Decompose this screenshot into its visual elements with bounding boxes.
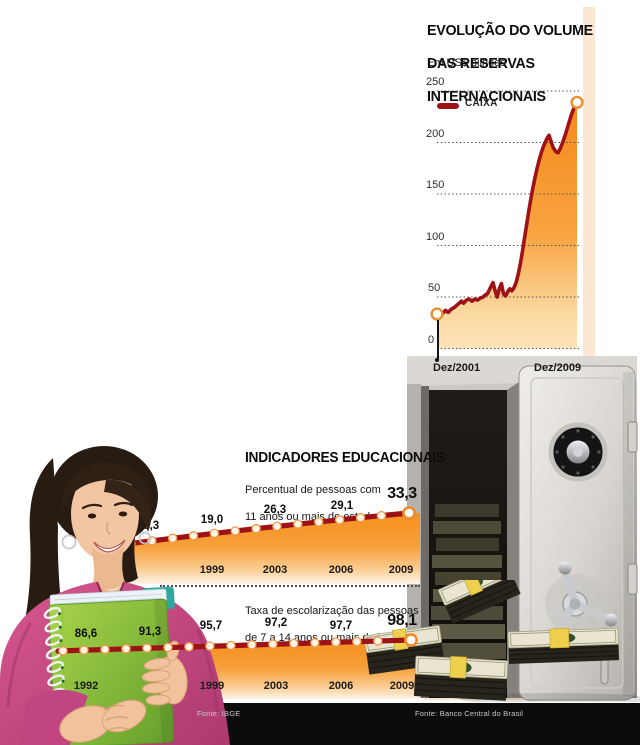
edu2-year-2006: 2006 <box>328 680 354 692</box>
reserves-chart-subtitle: Em US$ bilhões <box>427 57 506 69</box>
education-chart2-line <box>55 633 418 656</box>
x-label-dez2001: Dez/2001 <box>433 362 481 374</box>
source-banco-central: Fonte: Banco Central do Brasil <box>415 709 524 718</box>
edu1-value-1: 19,0 <box>200 514 224 526</box>
reserves-title-line1: EVOLUÇÃO DO VOLUME <box>427 21 593 39</box>
woman-eyes <box>87 511 128 519</box>
money-bundle <box>507 627 620 664</box>
edu2-year-2003: 2003 <box>263 680 289 692</box>
y-tick-250: 250 <box>426 76 445 88</box>
legend-swatch <box>437 103 459 109</box>
x-label-dez2009: Dez/2009 <box>534 362 582 374</box>
edu-chart1-title-line1: Percentual de pessoas com <box>245 483 381 496</box>
edu1-value-4: 33,3 <box>387 485 417 502</box>
edu1-year-2009: 2009 <box>388 564 414 576</box>
woman-bangs <box>61 462 153 510</box>
reserves-title-line3: INTERNACIONAIS <box>427 87 546 105</box>
source-ibge: Fonte: IBGE <box>197 709 241 718</box>
legend-caixa-label: CAIXA <box>465 98 498 109</box>
education-heading: INDICADORES EDUCACIONAIS <box>245 450 445 466</box>
vault-hinges <box>627 421 638 595</box>
charts-divider <box>160 585 420 587</box>
student-photo <box>0 446 230 745</box>
edu1-value-2: 26,3 <box>263 504 287 516</box>
y-tick-50: 50 <box>428 282 441 294</box>
y-tick-200: 200 <box>426 128 445 140</box>
y-tick-100: 100 <box>426 231 445 243</box>
hoop-earrings <box>61 531 152 550</box>
woman-neck <box>92 546 125 590</box>
edu-chart1-title: Percentual de pessoas com 11 anos ou mai… <box>245 470 381 524</box>
y-tick-150: 150 <box>426 179 445 191</box>
reserves-title-line2: DAS RESERVAS <box>427 54 535 72</box>
bottom-accent-line <box>424 697 595 700</box>
woman-crossed-hands <box>18 689 147 745</box>
start-callout-dot <box>435 358 439 362</box>
edu2-year-1999: 1999 <box>199 680 225 692</box>
wheel-handle <box>544 561 618 643</box>
edu-chart2-title-line1: Taxa de escolarização das pessoas <box>245 604 419 617</box>
money-bundle <box>413 655 509 701</box>
start-callout-line <box>437 320 439 359</box>
combination-dial <box>548 422 608 482</box>
edu-chart1-title-line2: 11 anos ou mais de estudo <box>245 510 377 523</box>
edu1-year-2003: 2003 <box>262 564 288 576</box>
money-bundle <box>438 580 521 624</box>
reserves-chart-title: EVOLUÇÃO DO VOLUME DAS RESERVAS INTERNAC… <box>427 6 598 105</box>
woman-smile <box>93 539 126 553</box>
edu2-year-1992: 1992 <box>73 680 99 692</box>
edu2-value-4: 97,7 <box>329 620 353 632</box>
edu2-year-2009: 2009 <box>389 680 415 692</box>
edu1-value-3: 29,1 <box>330 500 354 512</box>
edu2-value-1: 91,3 <box>138 626 162 638</box>
reserves-area-chart <box>430 90 584 349</box>
edu1-year-2006: 2006 <box>328 564 354 576</box>
edu2-value-2: 95,7 <box>199 620 223 632</box>
edu2-value-0: 86,6 <box>74 628 98 640</box>
edu2-value-3: 97,2 <box>264 617 288 629</box>
edu1-year-1999: 1999 <box>199 564 225 576</box>
y-tick-0: 0 <box>428 334 435 346</box>
edu2-value-5: 98,1 <box>387 612 417 629</box>
